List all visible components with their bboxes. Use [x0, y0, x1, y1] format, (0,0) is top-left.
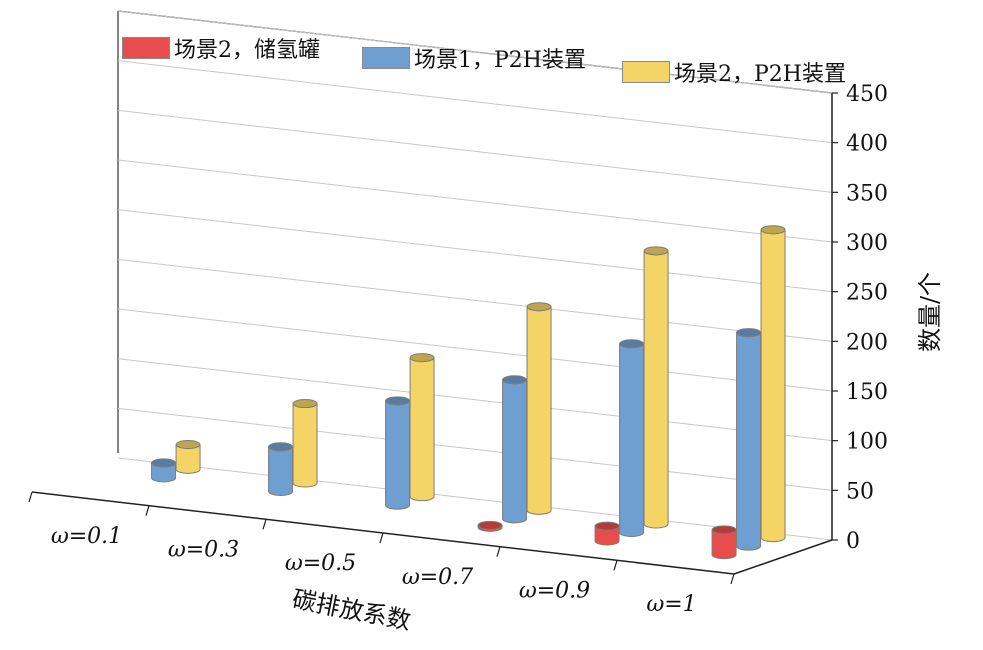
bar-cap [268, 442, 294, 452]
legend-item-p2h-scenario2: 场景2，P2H装置 [622, 56, 846, 88]
bar-0-3 [477, 520, 503, 532]
bar-2-5 [760, 225, 786, 543]
y-tick-label: 300 [846, 231, 888, 256]
bar-cap [385, 396, 411, 406]
y-tick-label: 250 [846, 281, 888, 306]
bar-body [760, 229, 786, 543]
bar-cap [736, 328, 762, 338]
bar-body [619, 343, 645, 537]
bar-cap [711, 525, 737, 535]
gridline [117, 258, 833, 342]
y-tick-label: 400 [846, 132, 888, 157]
legend-label: 场景2，P2H装置 [674, 62, 846, 87]
bar-0-5 [711, 525, 737, 560]
x-tick [379, 532, 384, 544]
bars [151, 225, 786, 560]
bar-cap [151, 458, 177, 468]
x-tick-label: ω=0.7 [402, 565, 473, 590]
x-tick-label: ω=1 [646, 592, 696, 617]
legend-item-hydrogen-tank: 场景2，储氢罐 [122, 32, 320, 64]
y-tick-label: 200 [846, 330, 888, 355]
bar-body [385, 400, 411, 510]
y-tick-label: 350 [846, 181, 888, 206]
axes [28, 92, 838, 585]
bar-cap [292, 399, 318, 409]
gridline [117, 308, 833, 392]
legend-swatch [122, 37, 170, 59]
gridline [117, 109, 833, 193]
y-axis-title: 数量/个 [916, 272, 944, 352]
bar-body [526, 306, 552, 515]
legend-swatch [362, 47, 410, 69]
x-tick [28, 491, 33, 503]
legend-swatch [622, 61, 670, 83]
bar-1-1 [268, 442, 294, 496]
bar-1-3 [502, 375, 528, 524]
bar-1-5 [736, 328, 762, 551]
bar-2-3 [526, 302, 552, 515]
gridline [117, 209, 833, 293]
x-tick [730, 573, 735, 585]
bar-cap [526, 302, 552, 312]
bar-1-2 [385, 396, 411, 510]
bar-0-4 [594, 521, 620, 546]
x-tick-label: ω=0.3 [168, 538, 239, 563]
y-tick-label: 150 [846, 380, 888, 405]
legend-item-p2h-scenario1: 场景1，P2H装置 [362, 42, 586, 74]
gridline [117, 159, 833, 243]
bar-cap [175, 439, 201, 449]
gridline [117, 457, 833, 541]
bar-cap [477, 520, 503, 530]
x-tick [145, 505, 150, 516]
x-tick [613, 560, 618, 571]
bar-body [643, 250, 669, 529]
bar-body [292, 403, 318, 488]
bar-cap [409, 353, 435, 363]
bar-1-0 [151, 458, 177, 483]
depth-axis-line [733, 539, 833, 575]
bar-cap [619, 339, 645, 349]
tick-labels: 0 50 100 150 200 250 300 350 400 450 ω=0.1 ω=0.3 ω=0… [51, 82, 888, 617]
bar-2-2 [409, 353, 435, 502]
bar-body [409, 357, 435, 502]
legend-label: 场景2，储氢罐 [174, 38, 320, 63]
legend-label: 场景1，P2H装置 [414, 48, 586, 73]
bar-cap [643, 246, 669, 256]
gridline [117, 407, 833, 491]
bar-body [502, 379, 528, 524]
gridlines [117, 10, 833, 541]
y-tick-label: 50 [846, 479, 874, 504]
x-axis-title: 碳排放系数 [290, 585, 413, 635]
gridline [117, 358, 833, 442]
x-tick-label: ω=0.1 [51, 524, 122, 549]
y-tick-label: 100 [846, 430, 888, 455]
bar-2-1 [292, 399, 318, 488]
y-tick-label: 450 [846, 82, 888, 107]
bar-2-0 [175, 439, 201, 474]
gridline [117, 60, 833, 144]
x-tick [496, 546, 501, 557]
bar-cap [594, 521, 620, 531]
bar-1-4 [619, 339, 645, 537]
x-tick [262, 519, 267, 530]
x-tick-label: ω=0.5 [285, 551, 356, 576]
bar-body [268, 446, 294, 496]
y-tick-label: 0 [846, 529, 860, 554]
bar-cap [502, 375, 528, 385]
gridline [117, 10, 833, 94]
bar-2-4 [643, 246, 669, 529]
bar-cap [760, 225, 786, 235]
x-tick-label: ω=0.9 [519, 579, 590, 604]
bar-body [736, 332, 762, 551]
